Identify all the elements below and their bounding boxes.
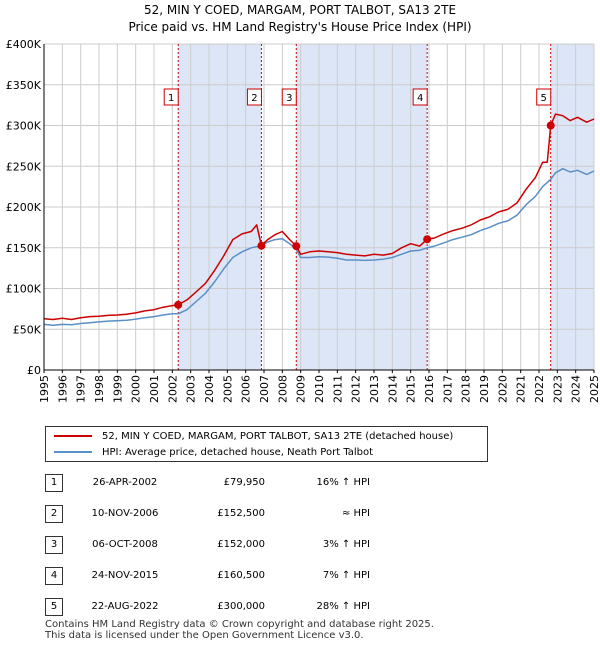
table-row: 1 26-APR-2002 £79,950 16% ↑ HPI <box>45 474 405 492</box>
transaction-date: 06-OCT-2008 <box>92 539 158 550</box>
sale-label: 4 <box>417 93 423 104</box>
transaction-hpi-diff: 7% ↑ HPI <box>322 570 370 581</box>
sale-point <box>546 121 555 130</box>
sale-label: 1 <box>168 93 174 104</box>
table-row: 3 06-OCT-2008 £152,000 3% ↑ HPI <box>45 536 405 554</box>
transaction-hpi-diff: 3% ↑ HPI <box>322 539 370 550</box>
transaction-hpi-diff: 16% ↑ HPI <box>316 477 370 488</box>
sale-point <box>257 241 266 250</box>
x-tick-label: 2024 <box>570 375 583 403</box>
y-tick-label: £300K <box>6 120 42 133</box>
y-tick-label: £250K <box>6 160 42 173</box>
legend-swatch-property <box>54 435 92 437</box>
x-tick-label: 1996 <box>56 375 69 403</box>
table-row: 4 24-NOV-2015 £160,500 7% ↑ HPI <box>45 567 405 585</box>
x-tick-label: 2018 <box>460 375 473 403</box>
y-tick-label: £200K <box>6 201 42 214</box>
x-tick-label: 2016 <box>423 375 436 403</box>
x-tick-label: 2008 <box>276 375 289 403</box>
transaction-hpi-diff: 28% ↑ HPI <box>316 601 370 612</box>
x-tick-label: 2015 <box>405 375 418 403</box>
transaction-price: £152,000 <box>217 539 265 550</box>
x-tick-label: 2007 <box>258 375 271 403</box>
footer-licence: This data is licensed under the Open Gov… <box>45 630 364 641</box>
y-tick-label: £100K <box>6 283 42 296</box>
legend-item-hpi: HPI: Average price, detached house, Neat… <box>54 445 373 461</box>
x-tick-label: 2000 <box>130 375 143 403</box>
sale-label-box <box>536 88 552 106</box>
footer: Contains HM Land Registry data © Crown c… <box>45 619 434 641</box>
x-tick-label: 2022 <box>533 375 546 403</box>
x-tick-label: 2025 <box>588 375 600 403</box>
x-tick-label: 2020 <box>496 375 509 403</box>
transaction-price: £152,500 <box>217 508 265 519</box>
legend-label-hpi: HPI: Average price, detached house, Neat… <box>102 447 374 458</box>
chart-legend: 52, MIN Y COED, MARGAM, PORT TALBOT, SA1… <box>45 426 488 462</box>
y-tick-label: £350K <box>6 79 42 92</box>
hpi-line <box>43 167 595 326</box>
legend-item-property: 52, MIN Y COED, MARGAM, PORT TALBOT, SA1… <box>54 429 453 445</box>
x-tick-label: 2003 <box>185 375 198 403</box>
sale-point <box>174 300 183 309</box>
price-chart: 1 2 3 4 5 £0 £50K £100K £150K £200K £250K £300K £350… <box>6 38 600 403</box>
legend-swatch-hpi <box>54 451 92 453</box>
x-tick-label: 2001 <box>148 375 161 403</box>
sale-label: 5 <box>541 93 547 104</box>
transaction-hpi-diff: ≈ HPI <box>341 508 370 519</box>
x-tick-label: 2009 <box>295 375 308 403</box>
transaction-date: 24-NOV-2015 <box>91 570 159 581</box>
transaction-date: 26-APR-2002 <box>92 477 158 488</box>
y-tick-label: £50K <box>13 323 42 336</box>
transaction-price: £79,950 <box>223 477 265 488</box>
transaction-date: 22-AUG-2022 <box>91 601 159 612</box>
footer-copyright: Contains HM Land Registry data © Crown c… <box>45 619 434 630</box>
sale-label-box <box>163 88 179 106</box>
x-tick-label: 1998 <box>93 375 106 403</box>
sale-label: 3 <box>286 93 292 104</box>
x-tick-label: 2021 <box>515 375 528 403</box>
x-tick-label: 2013 <box>368 375 381 403</box>
transaction-number: 3 <box>45 536 63 554</box>
y-tick-label: £400K <box>6 38 42 51</box>
x-tick-label: 2011 <box>331 375 344 403</box>
legend-label-property: 52, MIN Y COED, MARGAM, PORT TALBOT, SA1… <box>102 431 454 442</box>
x-tick-label: 1997 <box>75 375 88 403</box>
chart-subtitle: Price paid vs. HM Land Registry's House … <box>128 20 472 34</box>
transaction-number: 5 <box>45 598 63 616</box>
x-tick-label: 2023 <box>551 375 564 403</box>
sale-point <box>423 235 432 244</box>
x-tick-label: 1995 <box>38 375 51 403</box>
x-tick-label: 2014 <box>386 375 399 403</box>
transaction-price: £300,000 <box>217 601 265 612</box>
transaction-date: 10-NOV-2006 <box>91 508 159 519</box>
x-tick-label: 2002 <box>166 375 179 403</box>
x-tick-label: 2017 <box>441 375 454 403</box>
sale-label-box <box>412 88 428 106</box>
sale-label: 2 <box>251 93 257 104</box>
transaction-number: 2 <box>45 505 63 523</box>
table-row: 2 10-NOV-2006 £152,500 ≈ HPI <box>45 505 405 523</box>
transaction-number: 4 <box>45 567 63 585</box>
chart-title: 52, MIN Y COED, MARGAM, PORT TALBOT, SA1… <box>143 3 457 17</box>
transaction-price: £160,500 <box>217 570 265 581</box>
x-tick-label: 2006 <box>240 375 253 403</box>
y-tick-label: £150K <box>6 242 42 255</box>
sale-label-box <box>246 88 262 106</box>
sale-point <box>292 242 301 251</box>
property-price-line <box>43 113 595 321</box>
table-row: 5 22-AUG-2022 £300,000 28% ↑ HPI <box>45 598 405 616</box>
x-tick-label: 2004 <box>203 375 216 403</box>
transaction-number: 1 <box>45 474 63 492</box>
x-tick-label: 2005 <box>221 375 234 403</box>
y-tick-label: £0 <box>27 364 41 377</box>
x-tick-label: 2012 <box>350 375 363 403</box>
x-tick-label: 2019 <box>478 375 491 403</box>
sale-label-box <box>281 88 297 106</box>
x-tick-label: 2010 <box>313 375 326 403</box>
x-tick-label: 1999 <box>111 375 124 403</box>
